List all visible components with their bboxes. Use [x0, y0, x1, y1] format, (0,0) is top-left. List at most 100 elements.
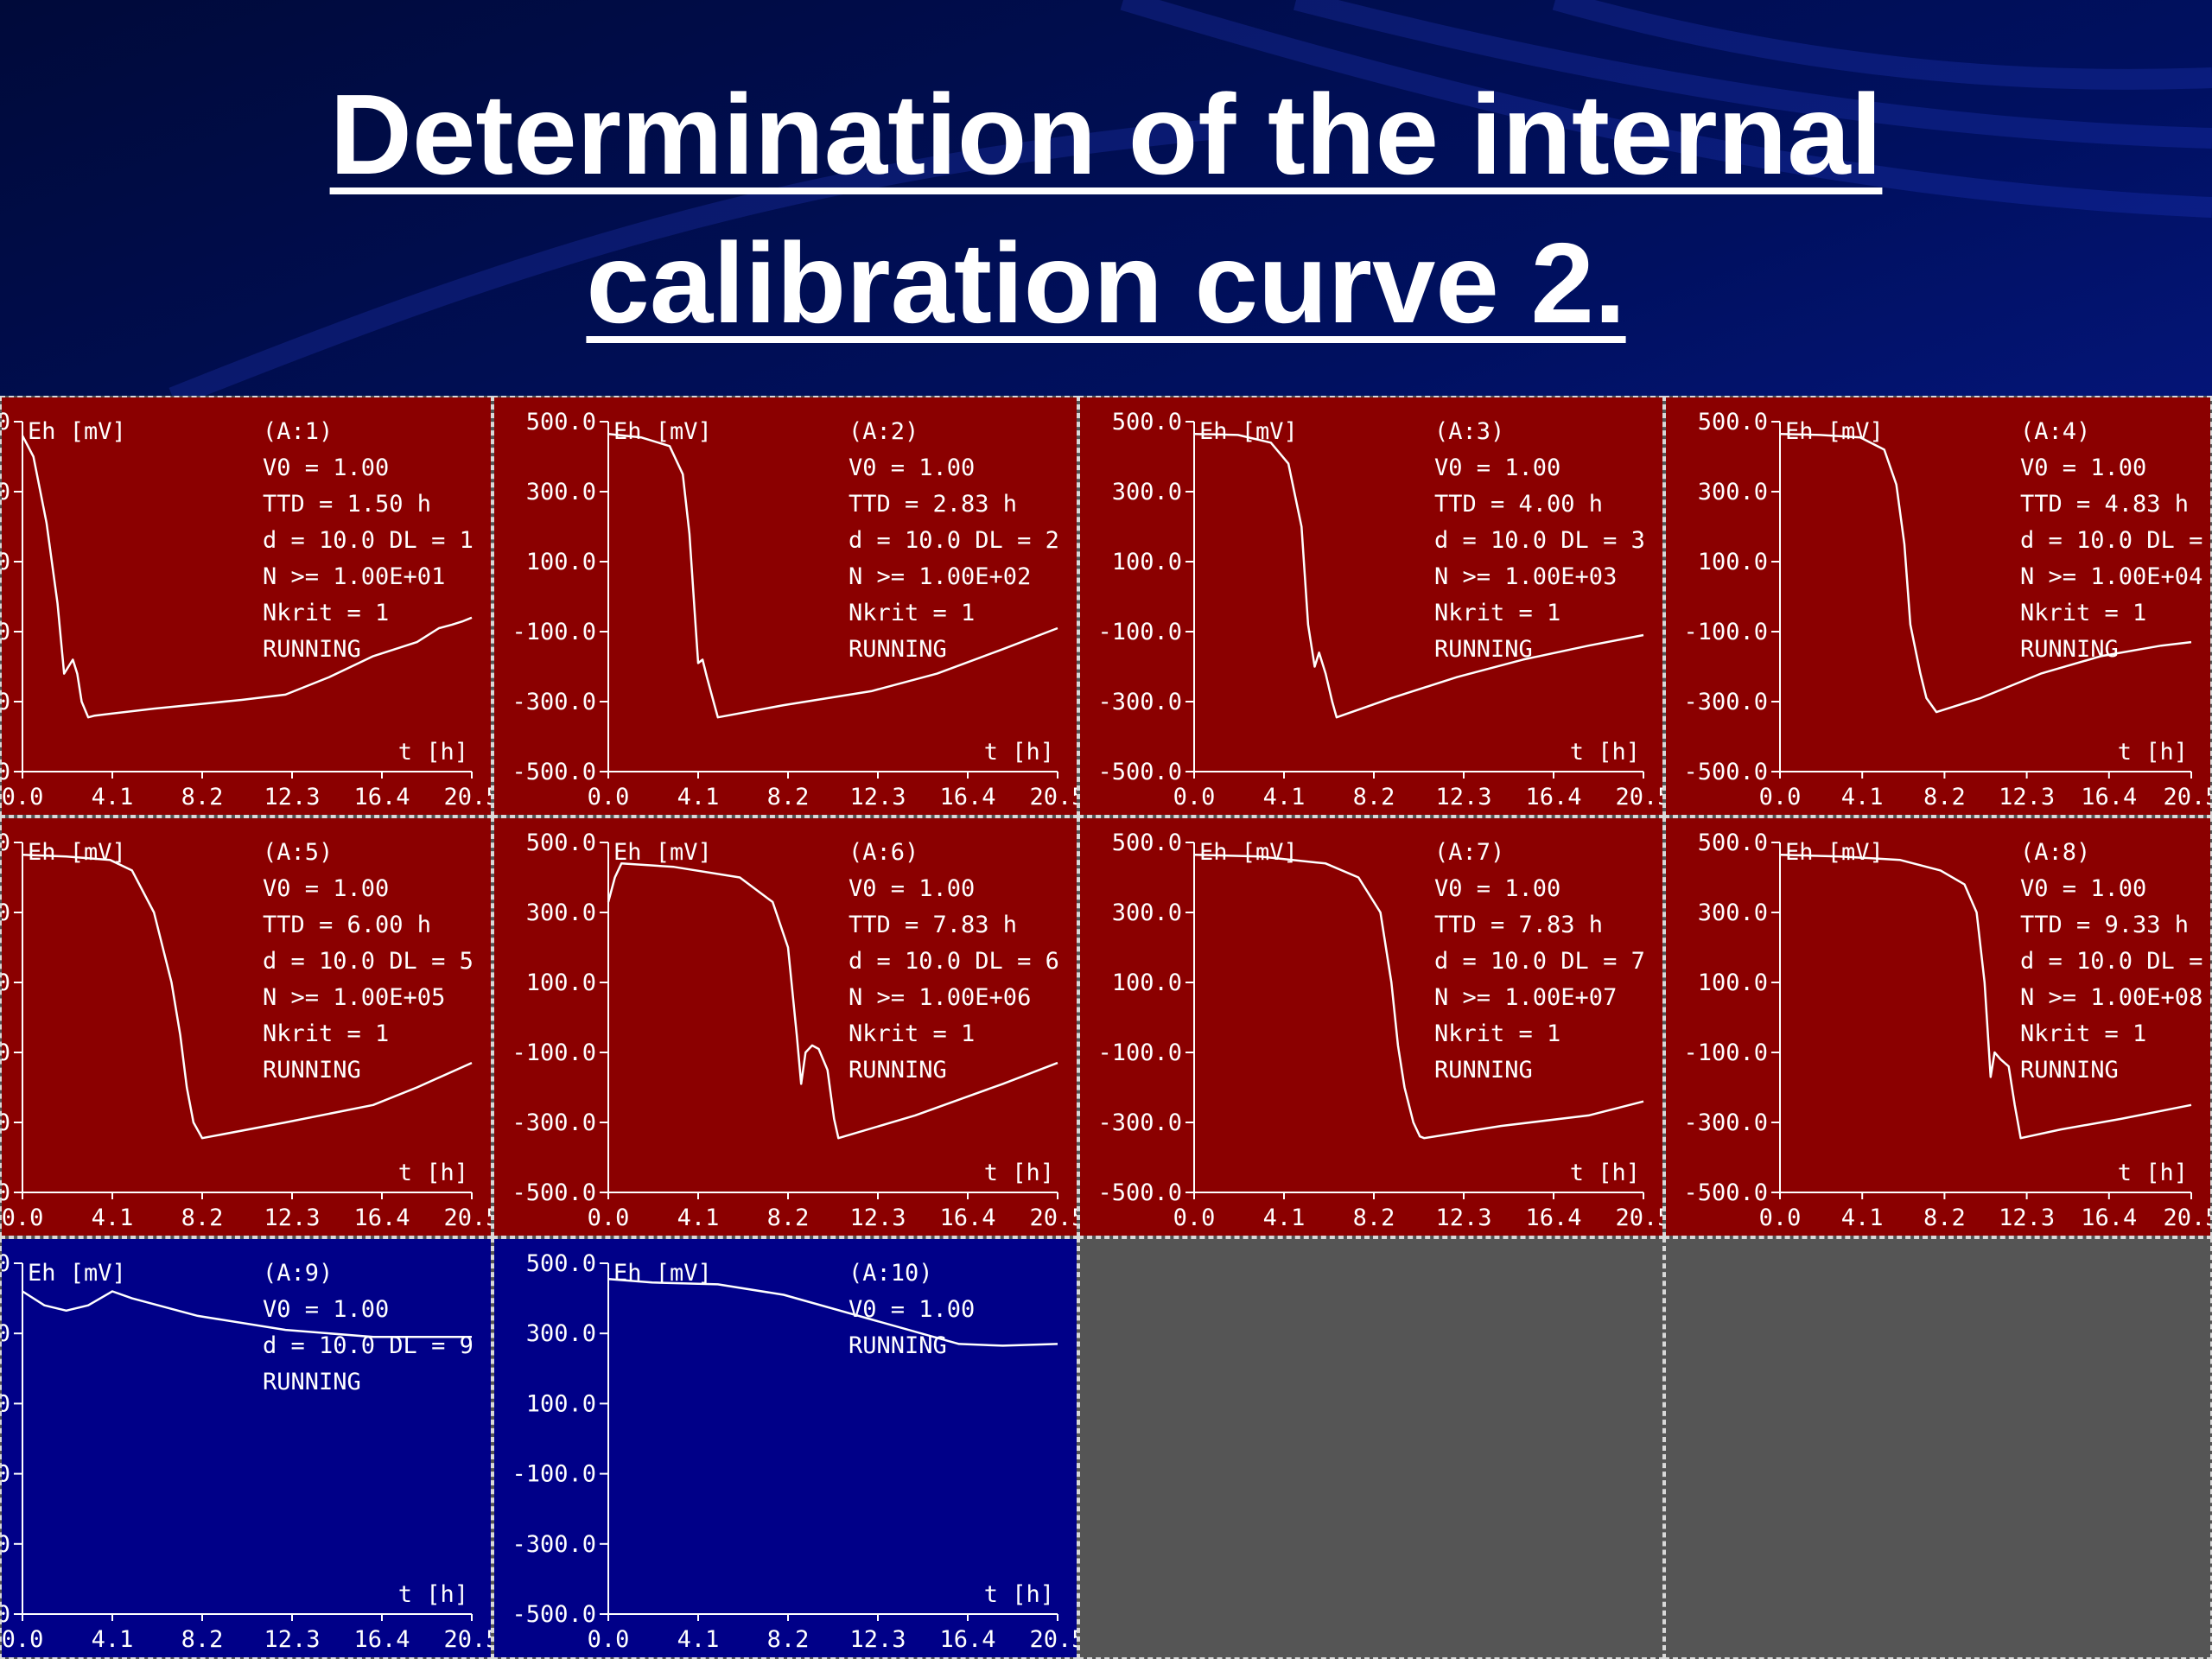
panel-info-line: RUNNING [2020, 1057, 2119, 1084]
x-tick-label: 8.2 [767, 1626, 810, 1653]
x-axis-title: t [h] [1570, 1160, 1640, 1186]
panel-info-line: TTD = 4.83 h [2020, 491, 2189, 518]
x-tick-label: 8.2 [1923, 1205, 1966, 1231]
x-tick-label: 12.3 [1999, 784, 2055, 810]
x-tick-label: 4.1 [677, 1205, 720, 1231]
plot-background [1666, 397, 2210, 815]
panel-info-line: Nkrit = 1 [2020, 1020, 2146, 1047]
panel-info-line: d = 10.0 DL = 8 [2020, 948, 2210, 975]
y-tick-label: 500.0 [1112, 409, 1182, 435]
x-tick-label: 0.0 [1759, 1205, 1802, 1231]
x-tick-label: 8.2 [181, 784, 224, 810]
panel-info-line: N >= 1.00E+02 [849, 563, 1031, 590]
x-tick-label: 16.4 [2081, 1205, 2137, 1231]
panel-info-line: V0 = 1.00 [263, 454, 389, 481]
panel-id: (A:6) [849, 839, 918, 866]
x-axis-title: t [h] [398, 1160, 468, 1186]
x-tick-label: 8.2 [181, 1205, 224, 1231]
panel-info-line: RUNNING [263, 1057, 361, 1084]
x-tick-label: 4.1 [92, 1205, 134, 1231]
panel-info-line: RUNNING [263, 636, 361, 663]
x-tick-label: 4.1 [92, 1626, 134, 1653]
panel-info-line: N >= 1.00E+06 [849, 984, 1031, 1011]
y-tick-label: 500.0 [1698, 409, 1768, 435]
panel-info-line: N >= 1.00E+08 [2020, 984, 2202, 1011]
y-tick-label: 100.0 [526, 549, 596, 575]
panel-info-line: N >= 1.00E+04 [2020, 563, 2202, 590]
eh-trace-line [607, 1278, 1058, 1347]
panel-info-line: d = 10.0 DL = 1 [263, 527, 474, 554]
y-tick-label: 300.0 [1698, 899, 1768, 926]
plot-background [494, 397, 1077, 815]
x-tick-label: 12.3 [849, 1205, 906, 1231]
x-tick-label: 0.0 [588, 1205, 630, 1231]
panel-info-line: TTD = 1.50 h [263, 491, 431, 518]
eh-trace-line [1779, 432, 2192, 714]
x-tick-label: 0.0 [1759, 784, 1802, 810]
x-axis-title: t [h] [398, 739, 468, 766]
x-axis-title: t [h] [984, 739, 1054, 766]
x-tick-label: 4.1 [1263, 784, 1306, 810]
y-tick-label: 500.0 [2, 409, 10, 435]
x-tick-label: 20.5 [443, 784, 491, 810]
x-tick-label: 16.4 [939, 784, 995, 810]
y-tick-label: 500.0 [526, 830, 596, 856]
y-tick-label: 100.0 [2, 969, 10, 996]
panel-id: (A:3) [1434, 418, 1504, 445]
y-tick-label: -300.0 [2, 1531, 10, 1558]
y-tick-label: 100.0 [1112, 969, 1182, 996]
x-axis-title: t [h] [984, 1160, 1054, 1186]
x-tick-label: 8.2 [181, 1626, 224, 1653]
y-tick-label: 500.0 [1112, 830, 1182, 856]
chart-svg: 500.0 300.0 100.0 -100.0 -300.0 -500.00.0 4.1 8… [2, 1239, 491, 1657]
y-tick-label: 300.0 [526, 479, 596, 505]
y-tick-label: -500.0 [512, 1601, 596, 1628]
y-tick-label: 300.0 [1112, 479, 1182, 505]
y-tick-label: -100.0 [2, 1039, 10, 1066]
panel-info-line: V0 = 1.00 [2020, 875, 2146, 902]
panel-info-line: Nkrit = 1 [1434, 600, 1560, 626]
y-tick-label: 300.0 [526, 899, 596, 926]
panel-info-line: RUNNING [2020, 636, 2119, 663]
panel-a3: 500.0 300.0 100.0 -100.0 -300.0 -500.0 0.0 4.1 8… [1078, 396, 1664, 817]
y-tick-label: 500.0 [1698, 830, 1768, 856]
x-tick-label: 8.2 [1353, 1205, 1395, 1231]
panel-info-line: N >= 1.00E+07 [1434, 984, 1617, 1011]
y-tick-label: -500.0 [2, 1179, 10, 1206]
y-tick-label: 300.0 [2, 479, 10, 505]
y-tick-label: 500.0 [526, 409, 596, 435]
eh-trace-line [1193, 432, 1644, 719]
x-tick-label: 20.5 [2163, 784, 2210, 810]
plot-background [1080, 818, 1662, 1236]
y-tick-label: -500.0 [1097, 759, 1182, 785]
x-tick-label: 4.1 [92, 784, 134, 810]
panel-info-line: TTD = 7.83 h [849, 912, 1017, 938]
panel-info-line: TTD = 2.83 h [849, 491, 1017, 518]
title-line-2: calibration curve 2. [586, 219, 1626, 346]
panel-info-line: d = 10.0 DL = 6 [849, 948, 1059, 975]
x-tick-label: 4.1 [677, 1626, 720, 1653]
x-axis-title: t [h] [398, 1581, 468, 1608]
panel-a8: 500.0 300.0 100.0 -100.0 -300.0 -500.0 0.0 4.1 8… [1664, 817, 2212, 1237]
panel-a2: 500.0 300.0 100.0 -100.0 -300.0 -500.0 0.0 4.1 8… [493, 396, 1078, 817]
panel-a9: 500.0 300.0 100.0 -100.0 -300.0 -500.00.0 4.1 8… [0, 1237, 493, 1659]
y-axis-title: Eh [mV] [28, 418, 126, 445]
x-tick-label: 20.5 [2163, 1205, 2210, 1231]
panel-info-line: N >= 1.00E+03 [1434, 563, 1617, 590]
panel-info-line: RUNNING [1434, 636, 1533, 663]
y-tick-label: -500.0 [512, 1179, 596, 1206]
plot-background [494, 818, 1077, 1236]
y-tick-label: -100.0 [2, 619, 10, 645]
x-tick-label: 12.3 [849, 1626, 906, 1653]
x-tick-label: 16.4 [353, 1626, 410, 1653]
panel-info-line: Nkrit = 1 [1434, 1020, 1560, 1047]
panel-info-line: Nkrit = 1 [849, 600, 975, 626]
x-axis-title: t [h] [2118, 1160, 2188, 1186]
x-tick-label: 8.2 [1353, 784, 1395, 810]
y-axis-title: Eh [mV] [613, 418, 712, 445]
panel-a1: 500.0 300.0 100.0 -100.0 -300.0 -500.00.0 4.1 8… [0, 396, 493, 817]
panel-a4: 500.0 300.0 100.0 -100.0 -300.0 -500.0 0.0 4.1 8… [1664, 396, 2212, 817]
y-tick-label: 100.0 [1112, 549, 1182, 575]
panel-info-line: TTD = 4.00 h [1434, 491, 1603, 518]
x-tick-label: 12.3 [264, 784, 320, 810]
